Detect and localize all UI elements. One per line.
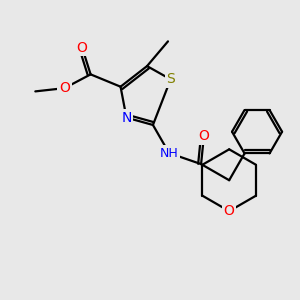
Text: O: O xyxy=(198,129,209,143)
Text: O: O xyxy=(77,41,88,55)
Text: O: O xyxy=(224,204,235,218)
Text: NH: NH xyxy=(160,147,178,160)
Text: S: S xyxy=(166,72,175,86)
Text: N: N xyxy=(121,111,132,124)
Text: O: O xyxy=(59,81,70,95)
